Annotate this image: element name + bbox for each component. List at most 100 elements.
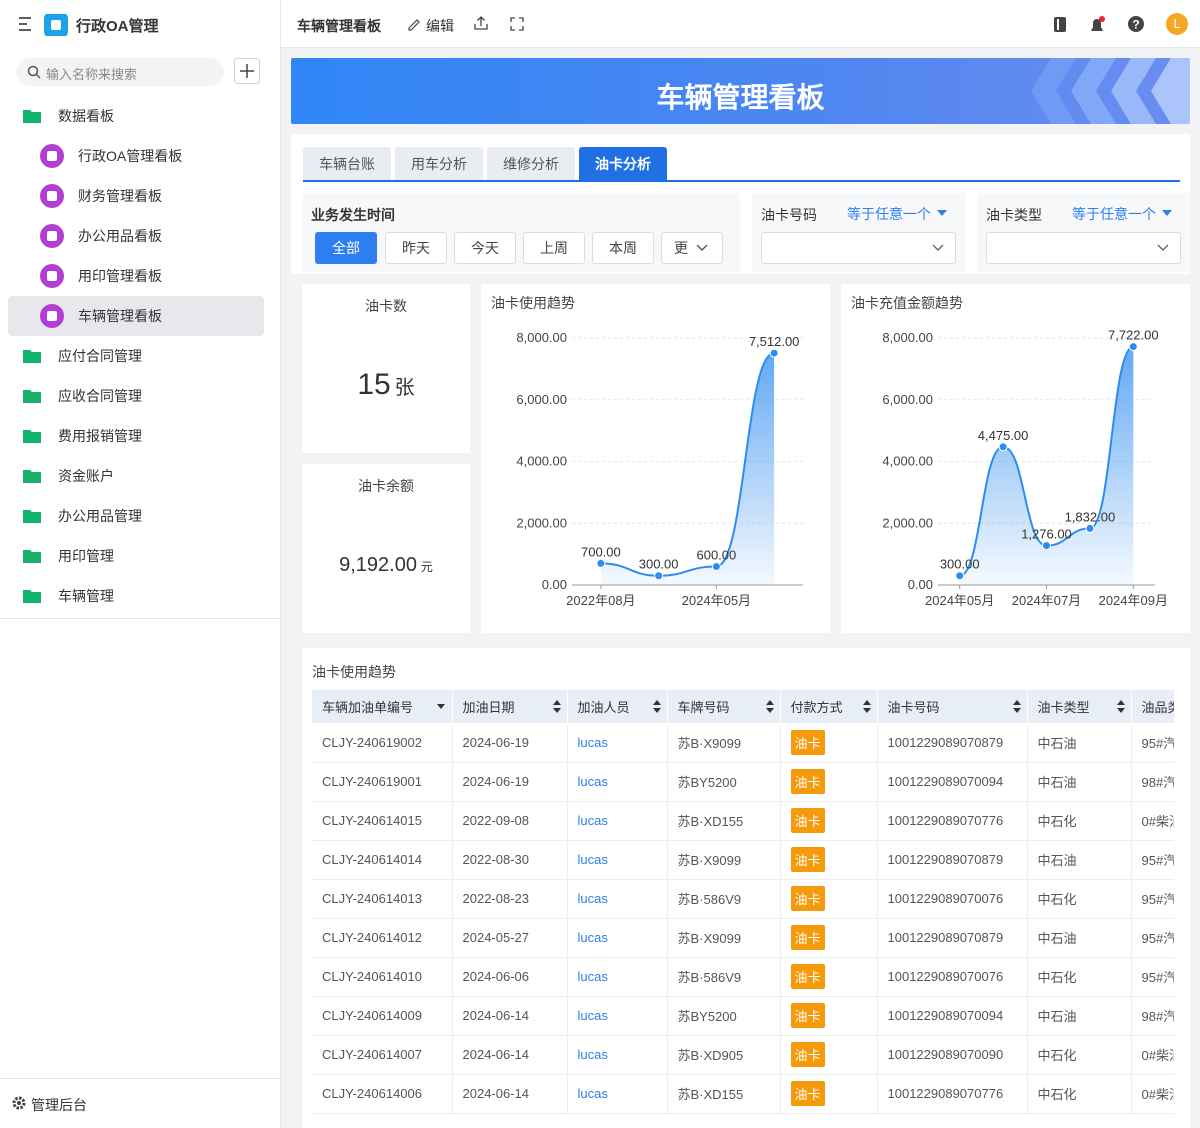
top-bar: 车辆管理看板 编辑 ? L (281, 0, 1200, 48)
user-link[interactable]: lucas (577, 1008, 608, 1023)
card-no-filter: 油卡号码 等于任意一个 (752, 193, 965, 272)
menu-group[interactable]: 办公用品管理 (0, 496, 280, 536)
table-cell: 油卡 (780, 879, 878, 919)
toolbar-icons[interactable]: ? (1051, 10, 1191, 38)
payment-badge: 油卡 (790, 964, 825, 989)
menu-group[interactable]: 费用报销管理 (0, 416, 280, 456)
chart-card: 油卡充值金额趋势 0.00 2,000.00 4,000.00 6,000.00 8,00… (841, 284, 1190, 633)
time-option[interactable]: 更 (661, 232, 723, 264)
table-row[interactable]: CLJY-240614010 2024-06-06 lucas 苏B·586V9 油卡 1… (312, 957, 1174, 997)
option-label: 全部 (332, 240, 360, 256)
folder-icon (23, 350, 41, 363)
table-cell: 中石油 (1027, 762, 1132, 802)
table-row[interactable]: CLJY-240614014 2022-08-30 lucas 苏B·X9099 油卡 1… (312, 840, 1174, 880)
user-link[interactable]: lucas (577, 1047, 608, 1062)
folder-icon (23, 590, 41, 603)
table-row[interactable]: CLJY-240614015 2022-09-08 lucas 苏B·XD155 油卡 1… (312, 801, 1174, 841)
table-cell: 1001229089070879 (877, 723, 1028, 763)
column-header[interactable]: 油品类 (1131, 690, 1174, 723)
tab[interactable]: 用车分析 (395, 147, 483, 181)
line-chart: 油卡充值金额趋势 0.00 2,000.00 4,000.00 6,000.00 8,00… (851, 295, 1168, 608)
menu-group[interactable]: 应付合同管理 (0, 336, 280, 376)
edit-button[interactable]: 编辑 (426, 18, 454, 34)
select[interactable] (761, 232, 956, 264)
menu-label: 车辆管理看板 (78, 308, 162, 324)
menu-item[interactable]: 办公用品看板 (0, 216, 280, 256)
menu-item[interactable]: 车辆管理看板 (8, 296, 264, 336)
fullscreen-icon[interactable] (509, 16, 525, 32)
user-link[interactable]: lucas (577, 813, 608, 828)
user-link[interactable]: lucas (577, 734, 608, 750)
point (1128, 342, 1138, 352)
user-link[interactable]: lucas (577, 891, 608, 906)
menu-group[interactable]: 应收合同管理 (0, 376, 280, 416)
column-header[interactable]: 油卡号码 (877, 690, 1028, 723)
column-header[interactable]: 车辆加油单编号 (312, 690, 453, 723)
menu-group[interactable]: 数据看板 (0, 96, 280, 136)
menu-group[interactable]: 资金账户 (0, 456, 280, 496)
app-icons (19, 14, 68, 36)
table-cell: 油卡 (780, 1074, 878, 1114)
select[interactable] (986, 232, 1181, 264)
card-type-filter: 油卡类型 等于任意一个 (977, 193, 1190, 272)
share-icon[interactable] (473, 15, 489, 31)
item-icon (40, 184, 64, 208)
time-option[interactable]: 本周 (592, 232, 654, 264)
stat-label: 油卡数 (365, 298, 407, 314)
user-link[interactable]: lucas (577, 969, 608, 984)
table-row[interactable]: CLJY-240619001 2024-06-19 lucas 苏BY5200 油卡 10… (312, 762, 1174, 802)
table-row[interactable]: CLJY-240614009 2024-06-14 lucas 苏BY5200 油卡 10… (312, 996, 1174, 1036)
table-row[interactable]: CLJY-240614012 2024-05-27 lucas 苏B·X9099 油卡 1… (312, 918, 1174, 958)
menu-group[interactable]: 用印管理 (0, 536, 280, 576)
y-tick-label: 0.00 (542, 577, 567, 592)
search-box[interactable]: 输入名称来搜索 (16, 58, 224, 86)
column-header[interactable]: 油卡类型 (1027, 690, 1132, 723)
table-cell: 苏BY5200 (667, 996, 781, 1036)
table-row[interactable]: CLJY-240614007 2024-06-14 lucas 苏B·XD905 油卡 1… (312, 1035, 1174, 1075)
time-option[interactable]: 全部 (315, 232, 377, 264)
menu-item[interactable]: 财务管理看板 (0, 176, 280, 216)
folder-icon (23, 550, 41, 563)
tab[interactable]: 油卡分析 (579, 147, 667, 181)
chart-card: 油卡使用趋势 0.00 2,000.00 4,000.00 6,000.00 8,000.… (481, 284, 830, 633)
column-header[interactable]: 车牌号码 (667, 690, 781, 723)
y-tick-label: 8,000.00 (882, 330, 933, 345)
payment-badge: 油卡 (790, 808, 825, 833)
payment-badge: 油卡 (790, 847, 825, 872)
point (1085, 523, 1095, 533)
edit-icon (408, 19, 420, 31)
table-row[interactable]: CLJY-240614006 2024-06-14 lucas 苏B·XD155 油卡 1… (312, 1074, 1174, 1114)
table-row[interactable]: CLJY-240619002 2024-06-19 lucas 苏B·X9099 油卡 1… (312, 723, 1174, 763)
table-cell: CLJY-240619002 (312, 723, 453, 763)
user-link[interactable]: lucas (577, 774, 608, 789)
table-cell: CLJY-240614015 (312, 801, 453, 841)
menu-item[interactable]: 行政OA管理看板 (0, 136, 280, 176)
tab[interactable]: 车辆台账 (303, 147, 391, 181)
time-option[interactable]: 上周 (523, 232, 585, 264)
table-cell: 油卡 (780, 840, 878, 880)
user-link[interactable]: lucas (577, 930, 608, 945)
user-link[interactable]: lucas (577, 852, 608, 867)
time-option[interactable]: 昨天 (385, 232, 447, 264)
payment-badge: 油卡 (790, 1003, 825, 1028)
time-option[interactable]: 今天 (454, 232, 516, 264)
filter-operator[interactable]: 等于任意一个 (1072, 206, 1156, 222)
payment-badge: 油卡 (790, 729, 825, 755)
menu-group[interactable]: 车辆管理 (0, 576, 280, 616)
column-label: 加油人员 (577, 700, 630, 715)
add-button[interactable] (234, 58, 260, 84)
menu-label: 车辆管理 (58, 588, 114, 604)
column-header[interactable]: 付款方式 (780, 690, 878, 723)
sidebar-footer[interactable]: 管理后台 (0, 1078, 280, 1128)
y-tick-label: 0.00 (908, 577, 933, 592)
column-header[interactable]: 加油日期 (452, 690, 568, 723)
menu-item[interactable]: 用印管理看板 (0, 256, 280, 296)
column-header[interactable]: 加油人员 (567, 690, 668, 723)
user-link[interactable]: lucas (577, 1086, 608, 1101)
sort-icon (436, 704, 445, 709)
table-cell: 油卡 (780, 957, 878, 997)
filter-operator[interactable]: 等于任意一个 (847, 206, 931, 222)
tab[interactable]: 维修分析 (487, 147, 575, 181)
avatar[interactable]: L (1173, 16, 1181, 31)
table-row[interactable]: CLJY-240614013 2022-08-23 lucas 苏B·586V9 油卡 1… (312, 879, 1174, 919)
